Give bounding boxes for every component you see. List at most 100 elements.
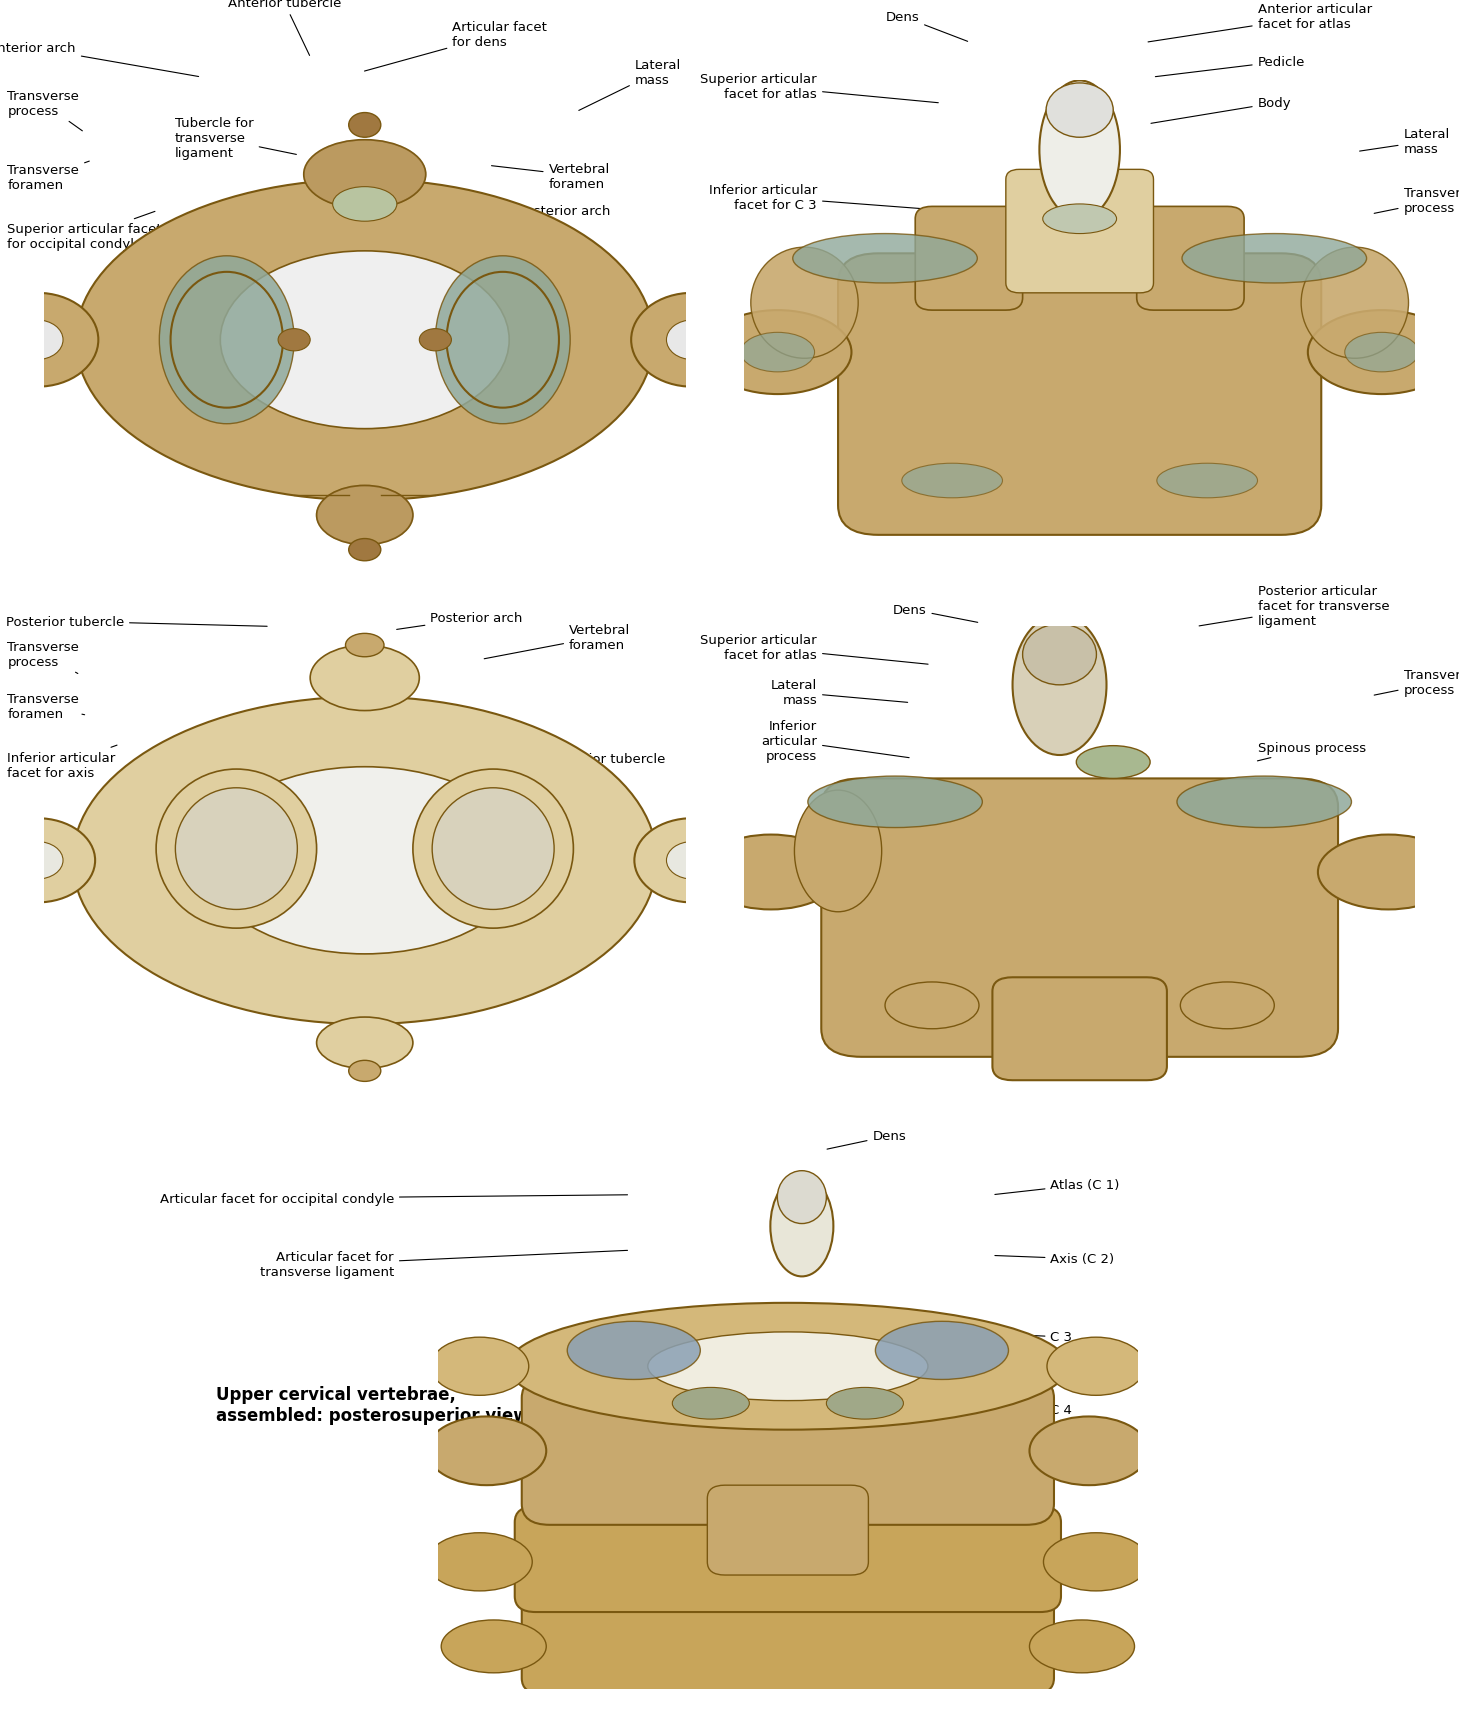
Ellipse shape: [1301, 248, 1408, 359]
FancyBboxPatch shape: [708, 1486, 868, 1574]
Ellipse shape: [159, 256, 295, 424]
Ellipse shape: [808, 776, 982, 828]
Ellipse shape: [346, 634, 384, 658]
Ellipse shape: [1030, 1619, 1135, 1673]
Ellipse shape: [0, 294, 98, 388]
Ellipse shape: [279, 329, 311, 352]
Ellipse shape: [778, 1171, 826, 1225]
Text: Dens: Dens: [827, 1129, 906, 1150]
Ellipse shape: [1048, 1337, 1145, 1396]
FancyBboxPatch shape: [915, 208, 1023, 312]
Text: Upper cervical vertebrae,
assembled: posterosuperior view: Upper cervical vertebrae, assembled: pos…: [216, 1386, 528, 1424]
Text: Inferior
articular
process: Inferior articular process: [762, 721, 909, 762]
Ellipse shape: [311, 646, 419, 712]
Ellipse shape: [427, 1417, 546, 1486]
Text: Transverse
foramen: Transverse foramen: [7, 693, 85, 721]
Ellipse shape: [648, 1332, 928, 1401]
Ellipse shape: [1046, 83, 1113, 139]
Text: Articular facet for occipital condyle: Articular facet for occipital condyle: [159, 1192, 627, 1205]
Ellipse shape: [333, 187, 397, 222]
Ellipse shape: [667, 842, 718, 880]
FancyBboxPatch shape: [1005, 170, 1154, 294]
FancyBboxPatch shape: [992, 977, 1167, 1081]
Ellipse shape: [667, 320, 718, 360]
FancyBboxPatch shape: [522, 1593, 1053, 1694]
Text: Axis (C 2): posterosuperior view: Axis (C 2): posterosuperior view: [937, 809, 1237, 826]
Ellipse shape: [703, 312, 852, 395]
Ellipse shape: [741, 333, 814, 372]
Ellipse shape: [419, 329, 451, 352]
Ellipse shape: [430, 1337, 528, 1396]
Text: Transverse
process: Transverse process: [1374, 669, 1459, 696]
Ellipse shape: [1345, 333, 1418, 372]
Text: Posterior tubercle: Posterior tubercle: [6, 615, 267, 629]
Ellipse shape: [632, 294, 753, 388]
Ellipse shape: [792, 234, 978, 284]
Text: Articular facet
for dens: Articular facet for dens: [365, 21, 547, 73]
FancyBboxPatch shape: [1137, 208, 1245, 312]
Ellipse shape: [508, 1302, 1068, 1431]
Text: Transverse
foramen: Transverse foramen: [7, 163, 89, 192]
Text: Lateral
mass: Lateral mass: [579, 59, 681, 111]
Text: Transverse
process: Transverse process: [7, 641, 79, 674]
Ellipse shape: [795, 790, 881, 913]
Text: Pedicle: Pedicle: [1156, 55, 1304, 78]
Text: Anterior tubercle: Anterior tubercle: [228, 0, 341, 57]
Text: C 3: C 3: [989, 1330, 1072, 1344]
Ellipse shape: [441, 1619, 546, 1673]
Ellipse shape: [1317, 835, 1459, 909]
Ellipse shape: [902, 464, 1002, 499]
Text: Anterior arch: Anterior arch: [226, 772, 315, 795]
Ellipse shape: [220, 251, 509, 430]
Ellipse shape: [1177, 776, 1351, 828]
Text: Atlas (C 1): inferior view: Atlas (C 1): inferior view: [244, 809, 471, 826]
Text: Posterior articular
facet for transverse
ligament: Posterior articular facet for transverse…: [1199, 585, 1389, 627]
Ellipse shape: [76, 180, 654, 501]
Text: Inferior articular
facet for axis: Inferior articular facet for axis: [7, 746, 117, 779]
Ellipse shape: [303, 140, 426, 210]
Ellipse shape: [635, 819, 750, 902]
Ellipse shape: [1023, 625, 1097, 686]
Ellipse shape: [303, 140, 426, 210]
Ellipse shape: [204, 767, 525, 954]
Text: Inferior articular
facet for C 3: Inferior articular facet for C 3: [709, 184, 943, 211]
Ellipse shape: [156, 769, 317, 928]
Ellipse shape: [700, 835, 842, 909]
Ellipse shape: [1180, 982, 1274, 1029]
Text: Transverse
process: Transverse process: [7, 90, 82, 132]
Text: Posterior arch: Posterior arch: [474, 204, 610, 218]
Ellipse shape: [1013, 615, 1106, 755]
Text: Vertebral
foramen: Vertebral foramen: [492, 163, 610, 191]
Ellipse shape: [673, 1387, 750, 1419]
Text: Spinous process: Spinous process: [1258, 741, 1366, 762]
FancyBboxPatch shape: [515, 1507, 1061, 1612]
Text: Posterior tubercle: Posterior tubercle: [261, 230, 381, 253]
Text: Transverse
process: Transverse process: [1374, 187, 1459, 215]
Ellipse shape: [1039, 81, 1121, 220]
Ellipse shape: [1307, 312, 1456, 395]
Text: Groove for vertebral artery: Groove for vertebral artery: [231, 249, 411, 270]
Text: Superior articular
facet for atlas: Superior articular facet for atlas: [700, 73, 938, 104]
Text: Atlas (C 1): Atlas (C 1): [995, 1178, 1121, 1195]
Text: Articular facet for
transverse ligament: Articular facet for transverse ligament: [260, 1251, 627, 1278]
Text: Axis (C 2): anterior view: Axis (C 2): anterior view: [973, 260, 1201, 277]
Ellipse shape: [826, 1387, 903, 1419]
Text: Dens: Dens: [893, 603, 978, 624]
Ellipse shape: [435, 256, 570, 424]
Text: Atlas (C 1): superior view: Atlas (C 1): superior view: [239, 260, 476, 277]
Text: Superior articular facet
for occipital condyle: Superior articular facet for occipital c…: [7, 213, 162, 251]
Ellipse shape: [875, 1322, 1008, 1380]
Text: Lateral
mass: Lateral mass: [1360, 128, 1450, 156]
Text: Anterior articular
facet for atlas: Anterior articular facet for atlas: [1148, 3, 1371, 43]
Ellipse shape: [886, 982, 979, 1029]
Ellipse shape: [1030, 1417, 1148, 1486]
FancyBboxPatch shape: [821, 779, 1338, 1057]
Text: Superior articular
facet for atlas: Superior articular facet for atlas: [700, 634, 928, 665]
Text: Posterior arch: Posterior arch: [397, 611, 522, 630]
Text: Vertebral
foramen: Vertebral foramen: [484, 624, 630, 660]
Text: Anterior arch: Anterior arch: [0, 42, 198, 78]
Ellipse shape: [1043, 204, 1116, 234]
Text: Body: Body: [1151, 97, 1291, 125]
Text: Anterior tubercle: Anterior tubercle: [438, 752, 665, 766]
Ellipse shape: [12, 842, 63, 880]
